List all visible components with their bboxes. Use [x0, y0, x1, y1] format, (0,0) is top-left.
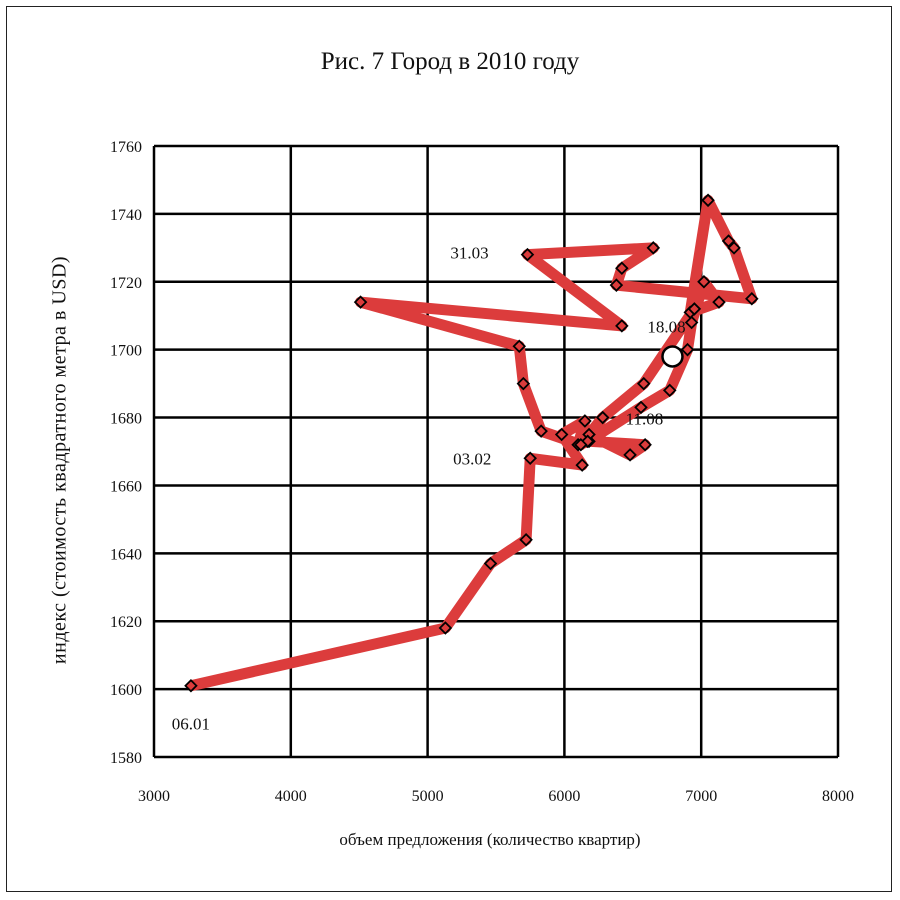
data-point-marker-19	[712, 295, 726, 309]
data-point-marker-30	[353, 295, 368, 309]
chart-title: Рис. 7 Город в 2010 году	[320, 48, 580, 75]
annotation-label-3: 18.08	[647, 317, 685, 336]
annotation-label-2: 31.03	[450, 244, 488, 263]
x-tick-label-5: 8000	[822, 788, 854, 805]
series	[184, 193, 759, 693]
data-point-marker-23	[727, 241, 741, 255]
data-point-marker-18	[697, 275, 711, 289]
data-point-marker-26	[615, 261, 629, 275]
y-tick-label-3: 1640	[110, 546, 142, 563]
data-point-marker-2	[483, 556, 498, 571]
data-point-marker-37	[687, 302, 702, 316]
tick-labels: 3000 4000 5000 6000 7000 8000 1580 1600 1620 1640…	[110, 139, 854, 805]
data-point-marker-16	[680, 342, 695, 357]
x-tick-label-1: 4000	[275, 788, 307, 805]
data-point-marker-1	[438, 621, 453, 635]
data-point-marker-32	[516, 376, 531, 391]
y-tick-label-4: 1660	[110, 478, 142, 495]
data-point-marker-10	[638, 437, 652, 452]
data-point-marker-35	[595, 410, 610, 425]
grid	[152, 144, 840, 759]
data-point-marker-14	[634, 400, 648, 415]
x-tick-label-4: 7000	[685, 788, 717, 805]
data-point-marker-15	[662, 383, 677, 398]
y-tick-label-2: 1620	[110, 614, 142, 631]
annotation-label-1: 03.02	[453, 449, 491, 468]
data-point-marker-36	[636, 376, 651, 391]
y-tick-label-9: 1760	[110, 139, 142, 156]
data-point-marker-0	[184, 678, 198, 693]
data-point-marker-5	[575, 458, 589, 472]
x-tick-label-0: 3000	[138, 788, 170, 805]
y-tick-label-5: 1680	[110, 411, 142, 428]
data-point-marker-7	[578, 414, 592, 428]
x-tick-label-2: 5000	[412, 788, 444, 805]
data-point-marker-31	[512, 339, 527, 354]
x-axis-label: объем предложения (количество квартир)	[339, 830, 641, 849]
data-point-marker-34	[574, 437, 588, 452]
annotation-label-4: 11.08	[626, 410, 664, 429]
data-point-marker-4	[523, 451, 537, 466]
data-point-marker-3	[519, 532, 533, 547]
data-point-marker-27	[646, 241, 661, 255]
data-point-marker-33	[534, 424, 548, 438]
y-tick-label-8: 1740	[110, 207, 142, 224]
highlight-point-marker	[661, 345, 684, 368]
y-tick-label-1: 1600	[110, 682, 142, 699]
data-point-marker-11	[623, 448, 637, 462]
series-line-0	[189, 194, 758, 692]
data-point-marker-17	[684, 315, 699, 330]
x-tick-label-3: 6000	[548, 788, 580, 805]
y-tick-label-7: 1720	[110, 275, 142, 292]
data-point-marker-6	[554, 427, 569, 442]
annotations: 06.01 03.02 31.03 18.08 11.08	[172, 244, 686, 734]
data-point-marker-29	[615, 319, 629, 333]
data-point-marker-21	[701, 193, 715, 208]
data-point-marker-24	[745, 291, 759, 306]
annotation-label-0: 06.01	[172, 715, 210, 734]
data-point-marker-25	[609, 278, 624, 292]
data-point-marker-28	[520, 247, 535, 262]
y-tick-label-0: 1580	[110, 750, 142, 767]
y-tick-label-6: 1700	[110, 343, 142, 360]
